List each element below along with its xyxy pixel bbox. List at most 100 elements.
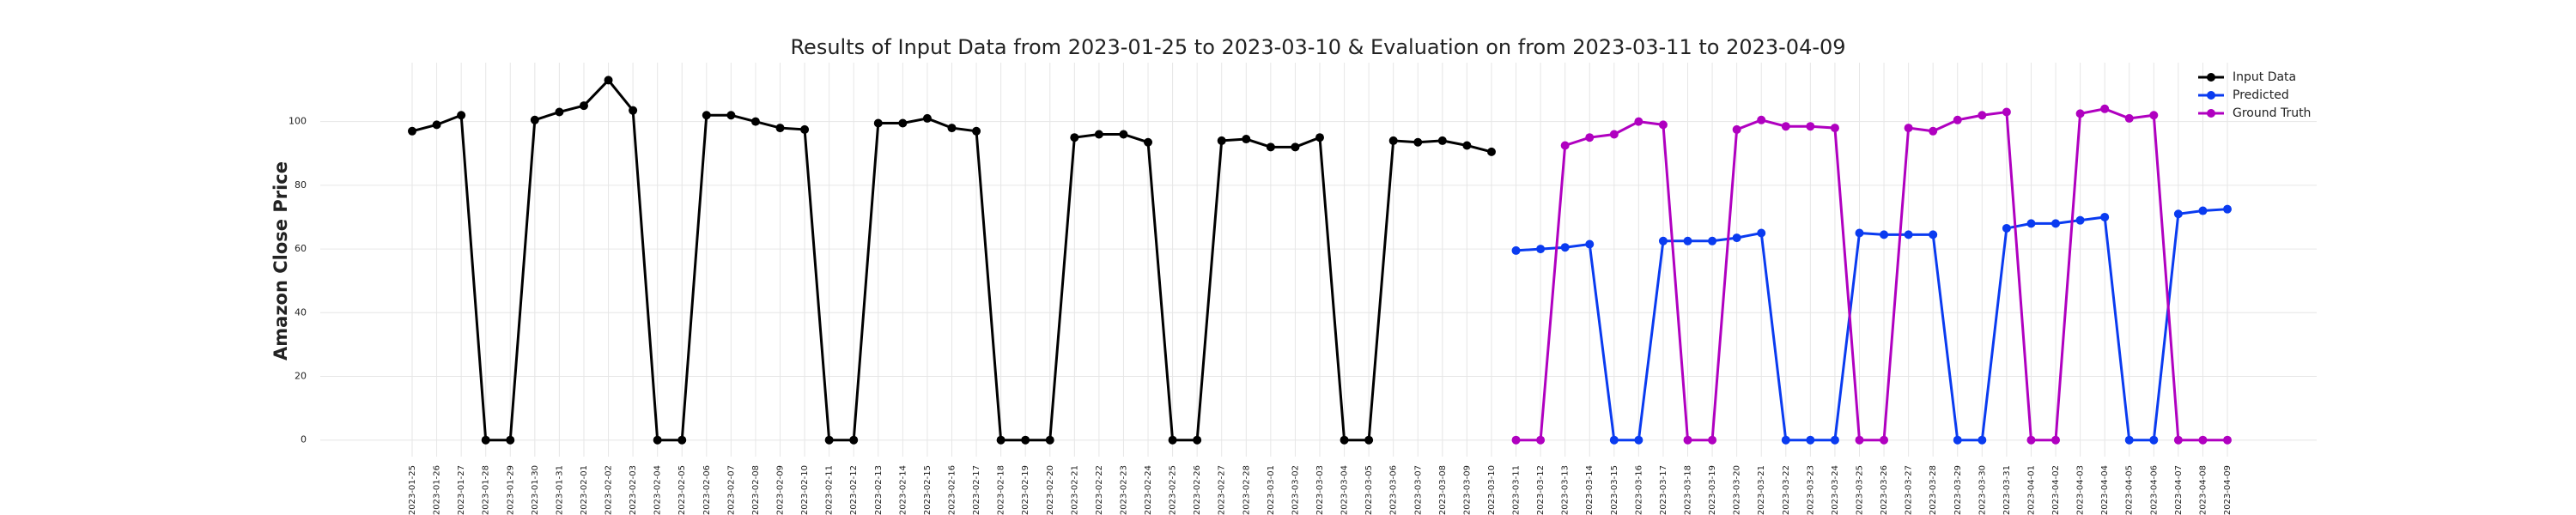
x-tick-label: 2023-04-04	[2100, 465, 2110, 515]
data-point	[1585, 133, 1595, 142]
data-point	[1560, 243, 1570, 252]
x-tick-label: 2023-03-29	[1953, 465, 1963, 515]
data-point	[898, 118, 908, 128]
y-tick-label: 100	[289, 116, 307, 127]
x-tick-label: 2023-02-12	[849, 465, 859, 515]
data-point	[1266, 142, 1275, 152]
x-tick-label: 2023-02-23	[1119, 465, 1128, 515]
data-point	[1953, 435, 1962, 445]
data-point	[1806, 122, 1815, 131]
data-point	[677, 435, 687, 445]
y-tick-label: 60	[295, 243, 307, 254]
x-tick-label: 2023-02-01	[580, 465, 589, 515]
data-point	[1683, 435, 1692, 445]
data-point	[1634, 117, 1643, 126]
data-point	[2173, 435, 2183, 445]
data-point	[972, 126, 981, 136]
x-tick-label: 2023-03-28	[1929, 465, 1938, 515]
x-tick-label: 2023-03-20	[1733, 465, 1742, 515]
x-tick-label: 2023-02-11	[825, 465, 835, 515]
data-point	[1830, 124, 1839, 133]
data-point	[1340, 435, 1349, 445]
x-tick-label: 2023-03-18	[1684, 465, 1693, 515]
x-tick-label: 2023-02-16	[947, 465, 957, 515]
data-point	[1511, 435, 1521, 445]
data-point	[1193, 435, 1202, 445]
x-tick-label: 2023-03-05	[1364, 465, 1374, 515]
data-point	[2075, 109, 2085, 118]
data-point	[1781, 435, 1790, 445]
data-point	[1144, 137, 1153, 147]
x-tick-label: 2023-03-30	[1978, 465, 1987, 515]
data-point	[2223, 204, 2232, 214]
legend-label: Input Data	[2233, 70, 2296, 84]
data-point	[947, 124, 957, 133]
data-point	[1291, 142, 1300, 152]
data-point	[2002, 107, 2011, 117]
x-tick-label: 2023-03-11	[1512, 465, 1522, 515]
data-point	[1978, 435, 1987, 445]
data-point	[604, 76, 613, 85]
data-point	[2051, 435, 2061, 445]
x-tick-label: 2023-03-12	[1536, 465, 1546, 515]
data-point	[1119, 130, 1128, 139]
data-point	[2026, 219, 2036, 228]
data-point	[1708, 236, 1717, 245]
data-point	[1904, 124, 1913, 133]
x-tick-label: 2023-02-28	[1242, 465, 1251, 515]
data-point	[2075, 215, 2085, 225]
x-tick-label: 2023-03-26	[1880, 465, 1889, 515]
x-tick-label: 2023-04-08	[2198, 465, 2208, 515]
data-point	[506, 435, 515, 445]
x-tick-label: 2023-02-04	[653, 465, 663, 515]
x-tick-label: 2023-01-28	[482, 465, 491, 515]
data-point	[1658, 120, 1668, 130]
x-tick-label: 2023-04-06	[2149, 465, 2159, 515]
data-point	[2051, 219, 2061, 228]
x-tick-label: 2023-01-30	[531, 465, 540, 515]
data-point	[1953, 115, 1962, 124]
x-tick-label: 2023-03-13	[1561, 465, 1571, 515]
data-point	[1536, 435, 1546, 445]
data-point	[824, 435, 834, 445]
x-tick-label: 2023-02-06	[702, 465, 712, 515]
x-tick-label: 2023-03-21	[1757, 465, 1766, 515]
data-point	[1634, 435, 1643, 445]
data-point	[1658, 236, 1668, 245]
data-point	[457, 111, 466, 120]
x-tick-label: 2023-03-09	[1462, 465, 1472, 515]
x-tick-label: 2023-02-25	[1169, 465, 1178, 515]
data-point	[1732, 233, 1741, 243]
data-point	[2002, 223, 2011, 233]
x-tick-label: 2023-03-03	[1315, 465, 1325, 515]
x-tick-label: 2023-03-07	[1413, 465, 1423, 515]
data-point	[1708, 435, 1717, 445]
data-point	[1217, 136, 1226, 145]
x-tick-label: 2023-03-14	[1585, 465, 1595, 515]
data-point	[1929, 126, 1938, 136]
x-tick-label: 2023-03-02	[1291, 465, 1300, 515]
data-point	[1855, 435, 1864, 445]
x-tick-label: 2023-02-14	[898, 465, 908, 515]
data-point	[1462, 141, 1472, 150]
x-tick-label: 2023-02-07	[726, 465, 736, 515]
data-point	[1070, 133, 1079, 142]
x-tick-label: 2023-03-08	[1438, 465, 1448, 515]
data-point	[1904, 230, 1913, 239]
data-point	[1560, 141, 1570, 150]
x-tick-label: 2023-02-05	[677, 465, 687, 515]
legend-label: Predicted	[2233, 88, 2289, 102]
x-tick-label: 2023-02-17	[972, 465, 981, 515]
x-tick-label: 2023-04-01	[2026, 465, 2036, 515]
y-tick-label: 20	[295, 370, 307, 381]
data-point	[1609, 130, 1619, 139]
x-tick-label: 2023-02-19	[1021, 465, 1030, 515]
x-tick-label: 2023-02-18	[997, 465, 1006, 515]
data-point	[849, 435, 859, 445]
data-point	[2026, 435, 2036, 445]
data-point	[750, 117, 760, 126]
chart-title: Results of Input Data from 2023-01-25 to…	[790, 35, 1845, 59]
series-line	[1516, 107, 2227, 442]
data-point	[1732, 124, 1741, 134]
data-point	[775, 124, 785, 133]
